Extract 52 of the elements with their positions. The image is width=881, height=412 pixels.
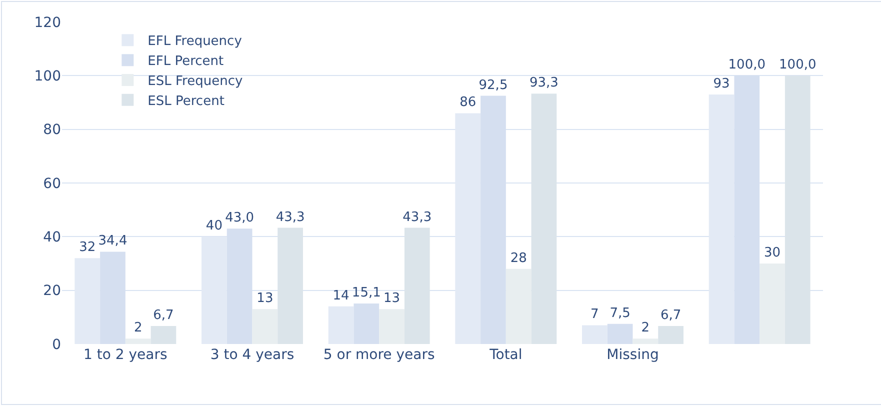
data-label: 14 [332,288,350,304]
bar [252,309,278,344]
bar [328,306,354,344]
data-label: 15,1 [352,285,381,300]
data-label: 2 [641,320,650,336]
data-label: 100,0 [779,58,816,73]
data-label: 43,3 [402,210,432,225]
data-label: 86 [460,95,476,110]
bar [760,264,785,344]
data-label: 2 [134,320,142,336]
data-label: 13 [383,291,400,306]
bar [582,325,608,344]
data-label: 28 [510,250,527,266]
data-label: 30 [764,246,781,260]
bar [632,338,658,344]
data-label: 34,4 [98,234,128,249]
data-label: 6,7 [153,308,174,324]
x-tick-label: Missing [606,347,659,363]
y-tick-label: 80 [43,122,61,138]
data-label: 93,3 [529,76,558,91]
bar [150,326,176,344]
bar [506,268,532,344]
legend-label: ESL Percent [148,94,224,109]
x-tick-label: 1 to 2 years [84,347,168,363]
data-label: 92,5 [478,78,508,93]
y-tick-label: 60 [43,176,61,192]
legend-label: EFL Percent [148,54,224,70]
y-tick-label: 20 [43,283,61,300]
y-tick-label: 100 [34,68,61,85]
y-tick-label: 0 [52,336,61,353]
legend-label: ESL Frequency [148,74,243,90]
data-label: 43,3 [276,210,305,225]
y-tick-label: 40 [43,230,61,246]
bar [354,303,380,344]
data-label: 32 [79,240,96,256]
legend-label: EFL Frequency [148,34,242,50]
data-label: 93 [713,76,730,92]
data-label: 7 [590,307,599,322]
y-tick-label: 120 [34,14,61,31]
bar [379,309,404,344]
bar [125,338,151,344]
bar [658,326,684,344]
x-tick-label: 3 to 4 years [210,347,294,363]
data-label: 13 [256,291,274,306]
data-label: 100,0 [728,58,766,73]
bar [607,324,633,344]
x-tick-label: Total [488,347,522,363]
x-tick-label: 5 or more years [323,347,435,363]
data-label: 6,7 [660,308,682,324]
data-label: 43,0 [225,210,254,226]
data-label: 40 [206,218,222,234]
data-label: 7,5 [610,306,630,321]
